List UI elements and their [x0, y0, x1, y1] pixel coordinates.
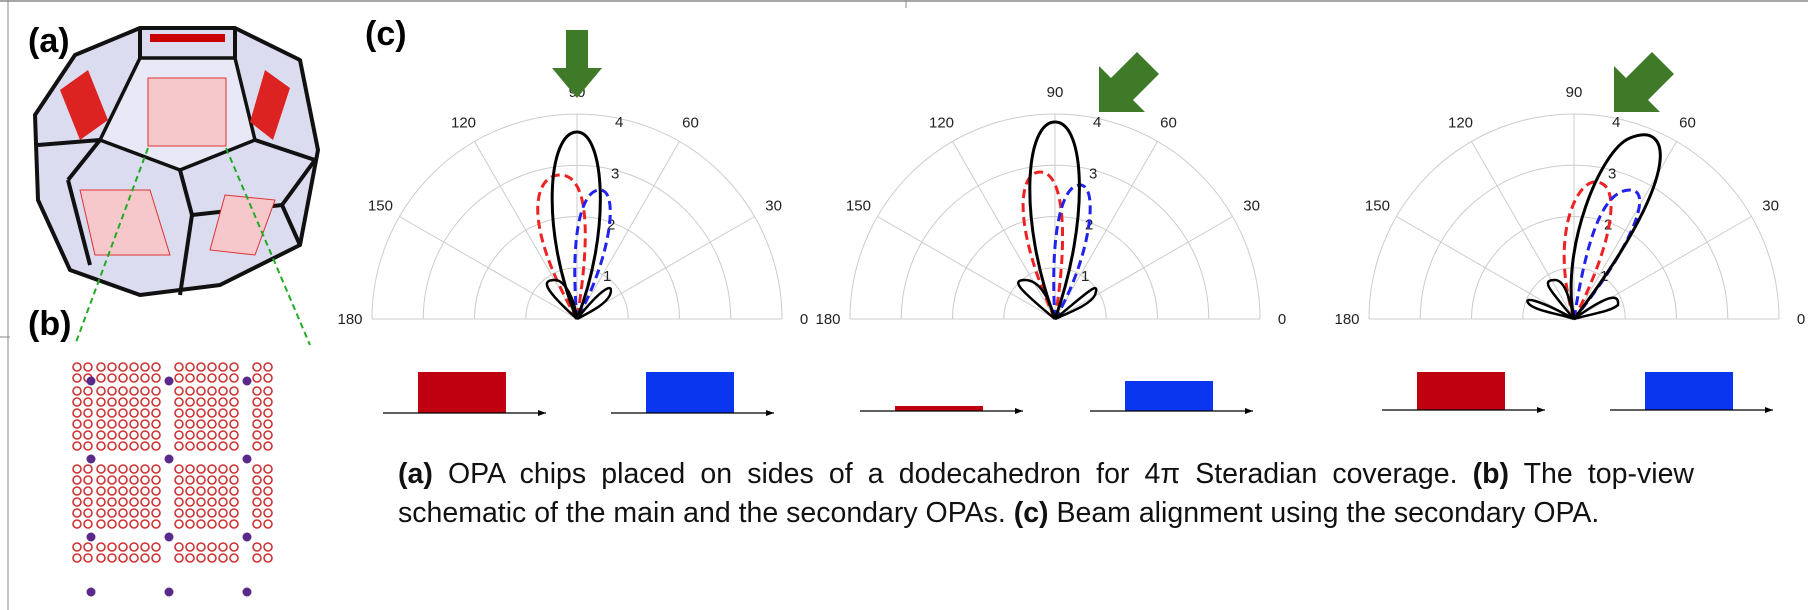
- page: (a) (b) (c) 1801501209060300123418015012…: [0, 0, 1808, 610]
- caption-text: OPA chips placed on sides of a dodecahed…: [433, 458, 1473, 490]
- angle-label: 180: [1334, 311, 1359, 328]
- angle-label: 90: [1047, 84, 1064, 101]
- secondary-element: [243, 533, 252, 542]
- angle-label: 30: [1762, 198, 1779, 215]
- chip: [150, 34, 225, 42]
- polar-spoke: [953, 141, 1056, 319]
- angle-label: 150: [846, 198, 871, 215]
- lobe-red: [538, 175, 586, 319]
- radial-label: 4: [1093, 114, 1101, 131]
- bar-axis-head: [1537, 407, 1545, 413]
- secondary-element: [87, 377, 96, 386]
- chip: [148, 78, 226, 146]
- red-bar: [418, 372, 506, 413]
- bar-axis-head: [1765, 407, 1773, 413]
- secondary-element: [87, 533, 96, 542]
- radial-label: 3: [1608, 165, 1616, 182]
- blue-bar: [1645, 372, 1733, 410]
- pointer-arrow: [1099, 52, 1159, 112]
- caption: (a) OPA chips placed on sides of a dodec…: [398, 455, 1694, 533]
- angle-label: 180: [815, 311, 840, 328]
- polar-spoke: [1396, 217, 1574, 320]
- pointer-arrow: [1614, 52, 1674, 112]
- radial-label: 3: [1089, 165, 1097, 182]
- panel-label: (a): [28, 22, 70, 60]
- angle-label: 0: [1797, 311, 1805, 328]
- angle-label: 120: [1448, 114, 1473, 131]
- panel-label: (b): [28, 305, 71, 343]
- angle-label: 0: [800, 311, 808, 328]
- dodecahedron: [35, 28, 318, 295]
- angle-label: 60: [1160, 114, 1177, 131]
- radial-label: 4: [615, 114, 623, 131]
- blue-bar: [646, 372, 734, 413]
- secondary-element: [165, 533, 174, 542]
- polar-spoke: [877, 217, 1055, 320]
- red-bar: [1417, 372, 1505, 410]
- lobe-main: [1571, 135, 1660, 319]
- secondary-element: [165, 455, 174, 464]
- blue-bar: [1125, 381, 1213, 411]
- polar-plot: 18015012090603001234: [1334, 52, 1805, 413]
- polar-spoke: [577, 141, 680, 319]
- caption-label: (a): [398, 458, 433, 490]
- secondary-element: [243, 588, 252, 597]
- secondary-element: [87, 588, 96, 597]
- caption-label: (c): [1014, 497, 1049, 529]
- secondary-element: [243, 455, 252, 464]
- angle-label: 0: [1278, 311, 1286, 328]
- red-bar: [895, 406, 983, 411]
- angle-label: 120: [929, 114, 954, 131]
- secondary-element: [87, 455, 96, 464]
- angle-label: 30: [765, 198, 782, 215]
- bar-axis-head: [1245, 408, 1253, 414]
- polar-spoke: [1472, 141, 1575, 319]
- radial-label: 1: [1081, 268, 1089, 285]
- polar-plot: 18015012090603001234: [337, 30, 808, 416]
- angle-label: 30: [1243, 198, 1260, 215]
- bar-axis-head: [538, 410, 546, 416]
- radial-label: 4: [1612, 114, 1620, 131]
- bar-axis-head: [1015, 408, 1023, 414]
- panel-label: (c): [365, 15, 407, 53]
- opa-grid: [68, 358, 313, 597]
- angle-label: 180: [337, 311, 362, 328]
- secondary-element: [165, 588, 174, 597]
- secondary-element: [165, 377, 174, 386]
- pointer-arrow: [552, 30, 602, 98]
- angle-label: 60: [1679, 114, 1696, 131]
- angle-label: 120: [451, 114, 476, 131]
- secondary-element: [243, 377, 252, 386]
- caption-text: Beam alignment using the secondary OPA.: [1049, 497, 1600, 529]
- bar-axis-head: [766, 410, 774, 416]
- angle-label: 60: [682, 114, 699, 131]
- polar-plot: 18015012090603001234: [815, 52, 1286, 414]
- angle-label: 150: [1365, 198, 1390, 215]
- angle-label: 150: [368, 198, 393, 215]
- radial-label: 1: [603, 268, 611, 285]
- polar-spoke: [1574, 141, 1677, 319]
- angle-label: 90: [1566, 84, 1583, 101]
- caption-label: (b): [1473, 458, 1509, 490]
- radial-label: 3: [611, 165, 619, 182]
